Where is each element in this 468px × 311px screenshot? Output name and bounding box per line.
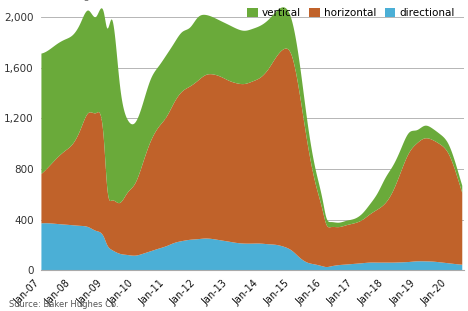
Legend: vertical, horizontal, directional: vertical, horizontal, directional [243,4,459,22]
Text: active rigs: active rigs [42,0,96,1]
Text: Source: Baker Hughes Co.: Source: Baker Hughes Co. [9,300,119,309]
